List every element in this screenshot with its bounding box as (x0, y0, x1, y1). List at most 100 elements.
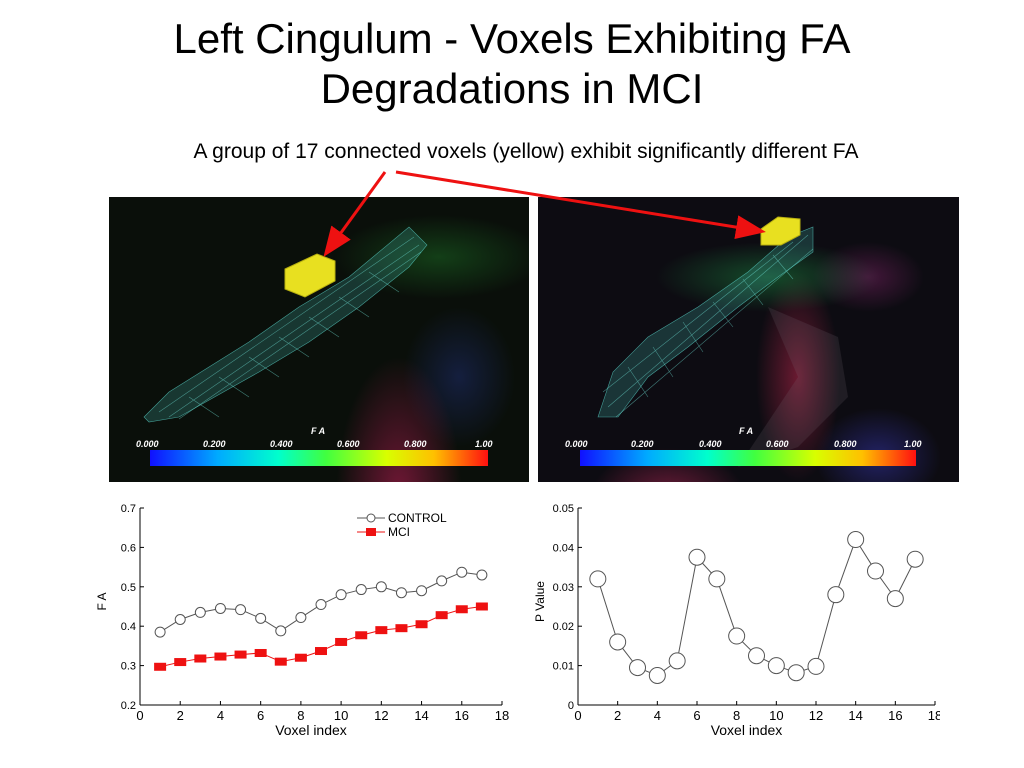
data-point-control (174, 614, 186, 626)
legend-label-mci: MCI (388, 525, 410, 539)
x-tick-label: 2 (614, 708, 621, 723)
x-tick-label: 8 (297, 708, 304, 723)
data-point-control (456, 566, 468, 578)
x-tick-label: 12 (374, 708, 388, 723)
y-tick-label: 0.02 (553, 621, 574, 633)
data-point-control (275, 625, 287, 637)
data-point-mci (194, 654, 207, 663)
data-point-control (416, 585, 428, 597)
x-tick-label: 8 (733, 708, 740, 723)
series-line-mci (159, 606, 482, 668)
data-point-control (295, 612, 307, 624)
x-tick-label: 14 (414, 708, 428, 723)
colorbar-tick-right-0: 0.000 (565, 439, 588, 449)
data-point-mci (395, 624, 408, 633)
x-tick-label: 6 (257, 708, 264, 723)
data-point-p-value (609, 633, 627, 651)
data-point-p-value (886, 590, 904, 608)
x-tick-label: 4 (217, 708, 224, 723)
data-point-p-value (708, 570, 726, 588)
data-point-p-value (906, 550, 924, 568)
data-point-p-value (589, 570, 607, 588)
x-tick-label: 0 (574, 708, 581, 723)
colorbar-right (580, 450, 916, 466)
data-point-mci (294, 653, 307, 662)
data-point-p-value (728, 627, 746, 645)
colorbar-tick-left-3: 0.600 (337, 439, 360, 449)
data-point-control (335, 589, 347, 601)
data-point-mci (475, 602, 488, 611)
data-point-control (154, 626, 166, 638)
colorbar-tick-left-5: 1.00 (475, 439, 493, 449)
shadow-plane-right (738, 307, 848, 467)
data-point-control (395, 587, 407, 599)
y-axis-label: P Value (533, 581, 547, 622)
data-point-mci (355, 631, 368, 640)
data-point-control (355, 584, 367, 596)
slide-title: Left Cingulum - Voxels Exhibiting FA Deg… (0, 14, 1024, 114)
data-point-p-value (867, 562, 884, 580)
legend-label-control: CONTROL (388, 511, 447, 525)
tract-mesh-left (143, 226, 428, 423)
fa-chart: 0 2 4 6 8 10 12 14 16 18 0.2 0.3 0.4 0.5 0.6 0.7 Voxel i… (95, 503, 509, 738)
legend-marker-mci (366, 528, 376, 536)
slide-title-line-2: Degradations in MCI (320, 65, 704, 112)
p-value-chart: 0 2 4 6 8 10 12 14 16 18 0 0.01 0.02 0.03 0.04 0.05 Voxe… (533, 503, 940, 738)
y-tick-label: 0.4 (121, 621, 136, 633)
colorbar-title-left: F A (311, 426, 326, 436)
x-tick-label: 2 (177, 708, 184, 723)
data-point-mci (415, 620, 428, 629)
y-tick-label: 0.03 (553, 582, 574, 594)
data-point-mci (335, 637, 348, 646)
data-point-mci (154, 662, 167, 671)
x-tick-label: 0 (136, 708, 143, 723)
x-tick-label: 18 (495, 708, 509, 723)
y-tick-label: 0 (568, 700, 574, 712)
brain-render-left: F A 0.000 0.200 0.400 0.600 0.800 1.00 (109, 197, 529, 482)
data-point-control (255, 612, 267, 624)
x-tick-label: 10 (769, 708, 783, 723)
data-point-p-value (748, 647, 765, 665)
legend-marker-control (366, 513, 376, 523)
y-tick-label: 0.5 (121, 582, 136, 594)
x-axis-label: Voxel index (275, 722, 347, 738)
data-point-control (194, 606, 206, 618)
x-tick-label: 16 (455, 708, 469, 723)
data-point-control (436, 575, 448, 587)
data-point-mci (174, 658, 187, 667)
colorbar-tick-left-2: 0.400 (270, 439, 293, 449)
x-tick-label: 10 (334, 708, 348, 723)
data-point-p-value (807, 657, 825, 675)
y-tick-label: 0.2 (121, 700, 136, 712)
colorbar-tick-right-5: 1.00 (904, 439, 922, 449)
data-point-p-value (787, 664, 805, 682)
colorbar-tick-right-3: 0.600 (766, 439, 789, 449)
y-tick-label: 0.05 (553, 503, 574, 515)
y-tick-label: 0.6 (121, 542, 136, 554)
y-tick-label: 0.04 (553, 542, 574, 554)
data-point-control (315, 599, 327, 611)
fiber-tract-right (597, 216, 848, 467)
data-point-p-value (827, 586, 845, 604)
data-point-p-value (668, 652, 686, 670)
data-point-mci (375, 626, 388, 635)
data-point-control (375, 581, 387, 593)
data-point-p-value (688, 548, 706, 566)
tract-gridlines-right (602, 234, 814, 418)
tract-gridlines-left (158, 236, 422, 420)
data-point-mci (435, 611, 448, 620)
data-point-control (235, 604, 247, 616)
data-point-p-value (767, 657, 785, 675)
data-point-control (214, 602, 226, 614)
data-point-mci (214, 652, 227, 661)
colorbar-tick-left-1: 0.200 (203, 439, 226, 449)
colorbar-tick-right-4: 0.800 (834, 439, 857, 449)
data-point-p-value (847, 531, 865, 549)
y-axis-label: F A (95, 592, 109, 610)
slide-subtitle: A group of 17 connected voxels (yellow) … (193, 140, 859, 163)
slide-title-line-1: Left Cingulum - Voxels Exhibiting FA (173, 15, 851, 62)
data-point-p-value (629, 659, 646, 677)
data-point-mci (455, 605, 468, 614)
x-tick-label: 12 (809, 708, 823, 723)
y-tick-label: 0.7 (121, 503, 136, 515)
